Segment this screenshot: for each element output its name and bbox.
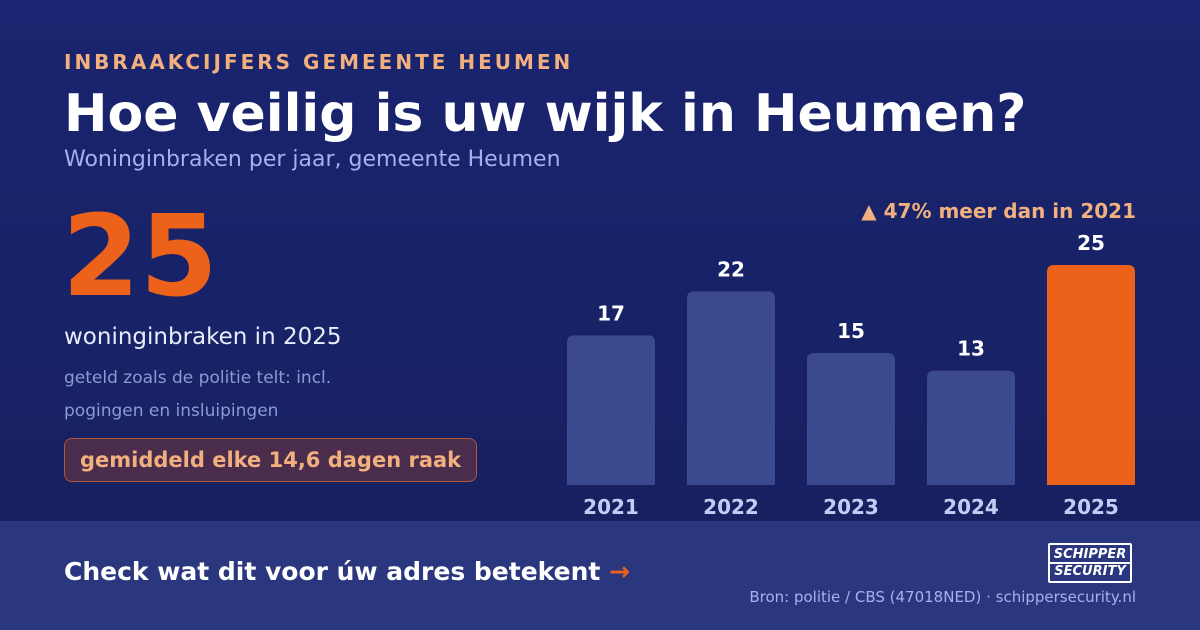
frequency-pill: gemiddeld elke 14,6 dagen raak <box>64 438 478 482</box>
tick-label-2023: 2023 <box>823 495 879 519</box>
change-callout: ▲ 47% meer dan in 2021 <box>861 199 1136 223</box>
tick-label-2021: 2021 <box>583 495 639 519</box>
cta-link[interactable]: Check wat dit voor úw adres betekent → <box>64 557 630 586</box>
footer-bar <box>0 521 1200 630</box>
highlight-note: geteld zoals de politie telt: incl. pogi… <box>64 362 331 428</box>
eyebrow: INBRAAKCIJFERS GEMEENTE HEUMEN <box>64 50 574 74</box>
highlight-label: woninginbraken in 2025 <box>64 324 342 350</box>
cta-text: Check wat dit voor úw adres betekent <box>64 557 601 586</box>
data-label-2024: 13 <box>957 337 985 361</box>
tick-label-2025: 2025 <box>1063 495 1119 519</box>
bar-2021 <box>567 335 655 485</box>
data-label-2025: 25 <box>1077 231 1105 255</box>
data-label-2021: 17 <box>597 301 625 325</box>
arrow-right-icon: → <box>609 557 630 586</box>
highlight-note-line2: pogingen en insluipingen <box>64 401 279 421</box>
logo-line2: SECURITY <box>1050 562 1130 579</box>
logo-line1: SCHIPPER <box>1053 547 1127 562</box>
data-label-2023: 15 <box>837 319 865 343</box>
page-title: Hoe veilig is uw wijk in Heumen? <box>64 84 1027 144</box>
bar-chart: 17 2021 22 2022 15 2023 13 2024 25 2025 <box>567 231 1135 519</box>
page-subtitle: Woninginbraken per jaar, gemeente Heumen <box>64 147 561 172</box>
bar-2024 <box>927 370 1015 485</box>
highlight-note-line1: geteld zoals de politie telt: incl. <box>64 368 332 388</box>
tick-label-2024: 2024 <box>943 495 999 519</box>
bar-2023 <box>807 353 895 485</box>
bar-2025 <box>1047 265 1135 485</box>
highlight-number: 25 <box>62 192 218 322</box>
tick-label-2022: 2022 <box>703 495 759 519</box>
bar-2022 <box>687 291 775 485</box>
source-note: Bron: politie / CBS (47018NED) · schippe… <box>749 588 1136 606</box>
brand-logo: SCHIPPER SECURITY <box>1048 543 1132 583</box>
data-label-2022: 22 <box>717 257 745 281</box>
